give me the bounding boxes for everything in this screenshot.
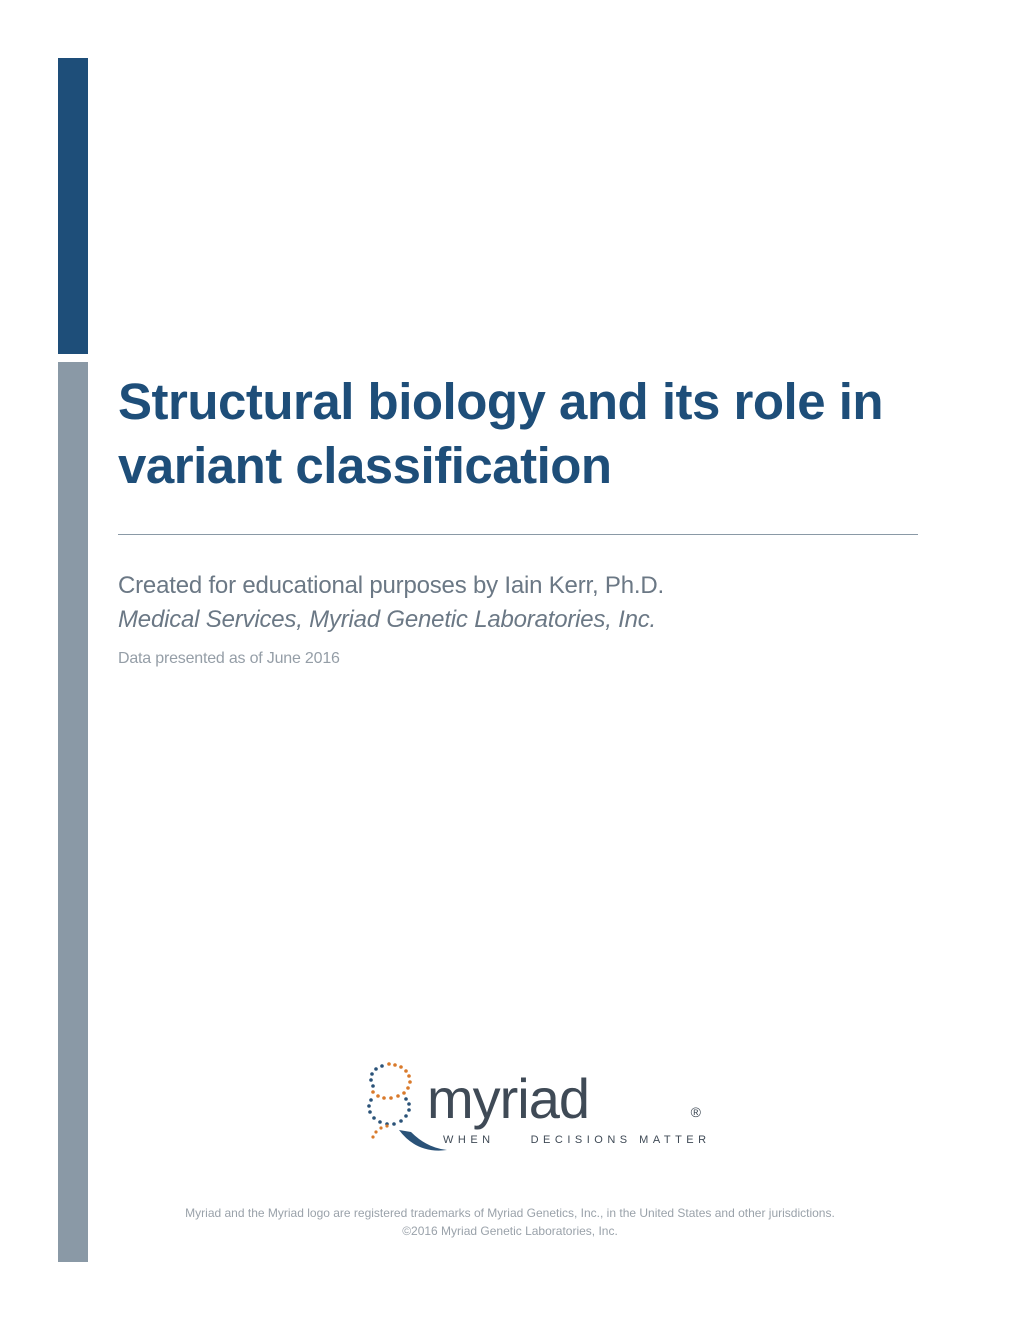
title-divider: [118, 534, 918, 535]
registered-mark: ®: [691, 1104, 701, 1120]
page-title: Structural biology and its role in varia…: [118, 370, 938, 498]
byline: Created for educational purposes by Iain…: [118, 569, 938, 604]
footer: Myriad and the Myriad logo are registere…: [0, 1204, 1020, 1240]
tagline-left: WHEN: [443, 1134, 495, 1146]
footer-copyright: ©2016 Myriad Genetic Laboratories, Inc.: [0, 1222, 1020, 1240]
date-note: Data presented as of June 2016: [118, 650, 938, 668]
sidebar-accent-dark: [58, 58, 88, 354]
affiliation: Medical Services, Myriad Genetic Laborat…: [118, 603, 938, 638]
logo-wordmark: myriad: [427, 1066, 589, 1131]
footer-trademark: Myriad and the Myriad logo are registere…: [0, 1204, 1020, 1222]
logo-area: myriad ® WHEN DECISIONS MATTER: [0, 1052, 1020, 1167]
logo-tagline: WHEN DECISIONS MATTER: [443, 1134, 711, 1146]
myriad-logo: myriad ® WHENDECISIONS MATTER: [335, 1052, 685, 1162]
main-content: Structural biology and its role in varia…: [118, 370, 938, 668]
tagline-right: DECISIONS MATTER: [531, 1134, 711, 1146]
